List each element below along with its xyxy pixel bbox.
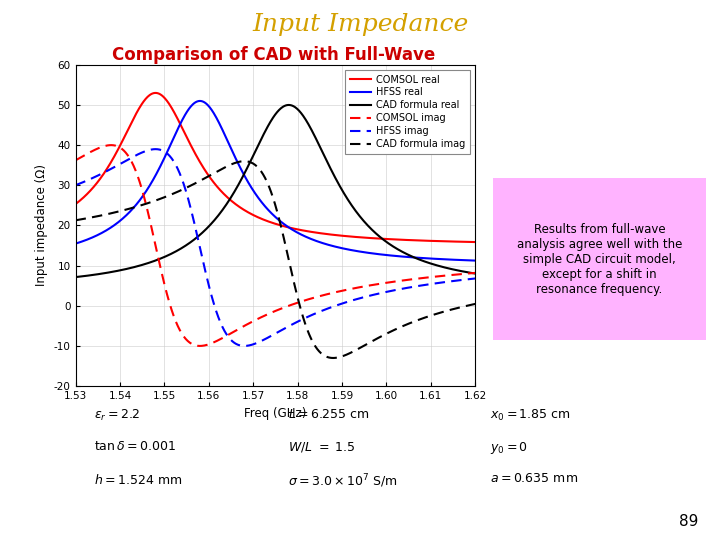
Text: $\tan\delta = 0.001$: $\tan\delta = 0.001$ — [94, 440, 176, 453]
Text: $\varepsilon_r = 2.2$: $\varepsilon_r = 2.2$ — [94, 408, 140, 423]
Y-axis label: Input impedance (Ω): Input impedance (Ω) — [35, 165, 48, 286]
Text: Results from full-wave
analysis agree well with the
simple CAD circuit model,
ex: Results from full-wave analysis agree we… — [517, 222, 682, 296]
Text: $a = 0.635\ \mathrm{mm}$: $a = 0.635\ \mathrm{mm}$ — [490, 472, 577, 485]
Text: $\sigma = 3.0\times10^7\ \mathrm{S/m}$: $\sigma = 3.0\times10^7\ \mathrm{S/m}$ — [288, 472, 397, 490]
Text: Comparison of CAD with Full-Wave: Comparison of CAD with Full-Wave — [112, 46, 435, 64]
Text: Input Impedance: Input Impedance — [252, 14, 468, 37]
Text: $W/L\ =\ 1.5$: $W/L\ =\ 1.5$ — [288, 440, 356, 454]
Text: 89: 89 — [679, 514, 698, 529]
Legend: COMSOL real, HFSS real, CAD formula real, COMSOL imag, HFSS imag, CAD formula im: COMSOL real, HFSS real, CAD formula real… — [345, 70, 470, 154]
Text: $y_0 = 0$: $y_0 = 0$ — [490, 440, 528, 456]
X-axis label: Freq (GHz): Freq (GHz) — [244, 407, 307, 420]
Text: $L = 6.255\ \mathrm{cm}$: $L = 6.255\ \mathrm{cm}$ — [288, 408, 369, 421]
Text: $h = 1.524\ \mathrm{mm}$: $h = 1.524\ \mathrm{mm}$ — [94, 472, 182, 487]
Text: $x_0 = 1.85\ \mathrm{cm}$: $x_0 = 1.85\ \mathrm{cm}$ — [490, 408, 570, 423]
